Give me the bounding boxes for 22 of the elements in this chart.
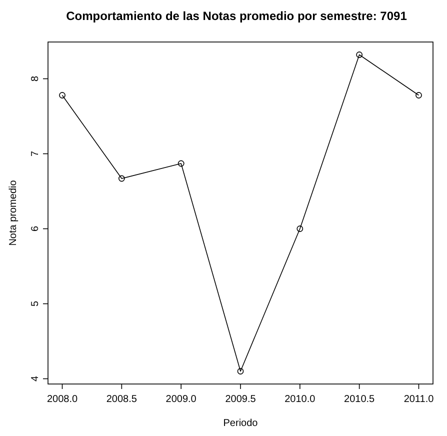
point xyxy=(237,368,244,374)
y-tick-label: 8 xyxy=(30,76,41,82)
x-axis-title: Periodo xyxy=(223,418,258,429)
x-tick-label: 2008.0 xyxy=(46,394,78,405)
y-axis-title: Nota promedio xyxy=(8,180,19,246)
x-tick-label: 2010.0 xyxy=(284,394,316,405)
x-tick-label: 2009.0 xyxy=(166,394,197,405)
chart-title: Comportamiento de las Notas promedio por semestre: 7091 xyxy=(66,9,408,23)
y-tick-label: 4 xyxy=(30,376,41,382)
x-tick-label: 2009.5 xyxy=(225,394,256,405)
point xyxy=(296,226,304,232)
point xyxy=(118,175,125,182)
point xyxy=(416,92,422,98)
x-tick-label: 2011.0 xyxy=(404,394,434,405)
point xyxy=(59,92,66,98)
y-tick-label: 6 xyxy=(30,226,41,232)
x-tick-label: 2010.5 xyxy=(344,394,376,405)
point xyxy=(178,160,184,167)
y-tick-label: 5 xyxy=(30,300,41,307)
point xyxy=(356,52,363,58)
x-tick-label: 2008.5 xyxy=(106,394,138,405)
y-tick-label: 7 xyxy=(30,150,41,157)
